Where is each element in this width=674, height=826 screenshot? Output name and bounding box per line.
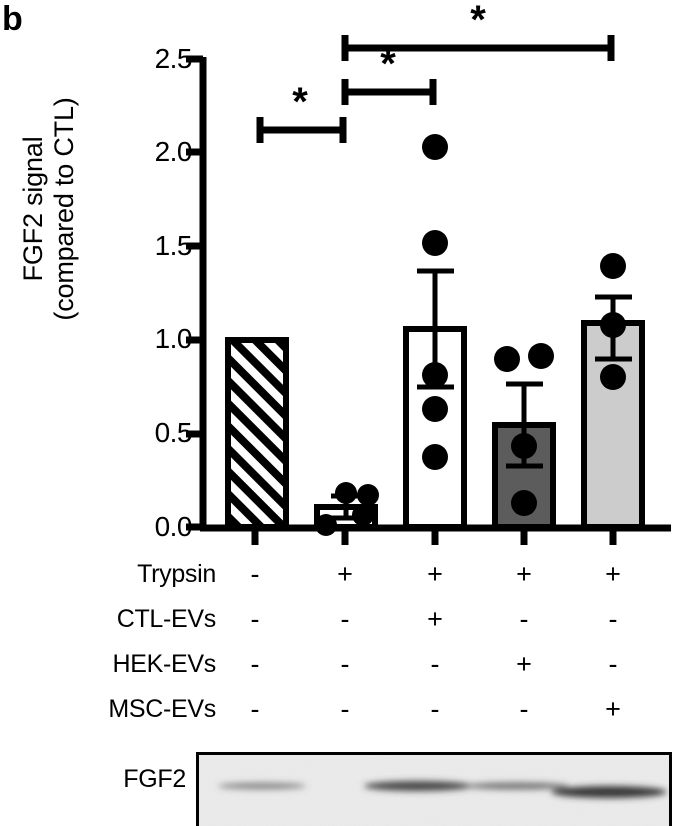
svg-text:*: * — [292, 80, 308, 124]
blot-label-fgf2: FGF2 — [123, 765, 186, 793]
western-blot-image — [196, 752, 672, 826]
condition-cell-ctl-evs-5: - — [608, 604, 618, 634]
condition-cell-ctl-evs-1: - — [250, 604, 260, 634]
condition-cell-msc-evs-1: - — [250, 694, 260, 724]
condition-label-trypsin: Trypsin — [137, 560, 216, 588]
bar-hek-evs — [492, 343, 556, 530]
condition-cell-ctl-evs-2: - — [340, 604, 350, 634]
significance-bracket-1: * — [256, 80, 347, 143]
condition-cell-msc-evs-3: - — [430, 694, 440, 724]
significance-bracket-3: * — [341, 0, 615, 61]
blot-bands — [199, 755, 669, 826]
condition-cell-trypsin-4: + — [516, 559, 532, 589]
blot-band-lane-4 — [465, 782, 569, 790]
svg-text:*: * — [470, 0, 486, 42]
condition-cell-ctl-evs-4: - — [519, 604, 529, 634]
condition-cell-trypsin-1: - — [250, 559, 260, 589]
condition-cell-hek-evs-1: - — [250, 649, 260, 679]
blot-band-lane-1 — [218, 782, 306, 790]
condition-row-hek-evs: HEK-EVs - - - + - — [0, 642, 674, 687]
condition-cell-trypsin-2: + — [337, 559, 353, 589]
condition-row-msc-evs: MSC-EVs - - - - + — [0, 687, 674, 732]
condition-label-ctl-evs: CTL-EVs — [116, 605, 217, 633]
condition-cell-hek-evs-5: - — [608, 649, 618, 679]
condition-cell-trypsin-3: + — [427, 559, 443, 589]
condition-cell-msc-evs-2: - — [340, 694, 350, 724]
condition-label-msc-evs: MSC-EVs — [108, 695, 216, 723]
significance-bracket-2: * — [341, 42, 437, 105]
bar-ctl — [225, 337, 289, 530]
condition-table: Trypsin - + + + + CTL-EVs - - + - - HEK-… — [0, 552, 674, 732]
condition-cell-hek-evs-4: + — [516, 649, 532, 679]
condition-cell-hek-evs-2: - — [340, 649, 350, 679]
condition-cell-trypsin-5: + — [605, 559, 621, 589]
bar-trypsin — [314, 482, 379, 536]
panel-letter: b — [2, 0, 23, 38]
condition-row-ctl-evs: CTL-EVs - - + - - — [0, 597, 674, 642]
condition-cell-hek-evs-3: - — [430, 649, 440, 679]
condition-cell-msc-evs-5: + — [605, 694, 621, 724]
blot-band-lane-5 — [551, 786, 667, 798]
condition-label-hek-evs: HEK-EVs — [112, 650, 217, 678]
condition-row-trypsin: Trypsin - + + + + — [0, 552, 674, 597]
bar-ctl-evs — [403, 134, 467, 530]
svg-text:*: * — [380, 42, 396, 86]
bar-msc-evs — [581, 253, 645, 530]
bar-chart-plot: * * * — [186, 0, 671, 545]
condition-cell-ctl-evs-3: + — [427, 604, 443, 634]
blot-band-lane-3 — [364, 781, 472, 791]
condition-cell-msc-evs-4: - — [519, 694, 529, 724]
